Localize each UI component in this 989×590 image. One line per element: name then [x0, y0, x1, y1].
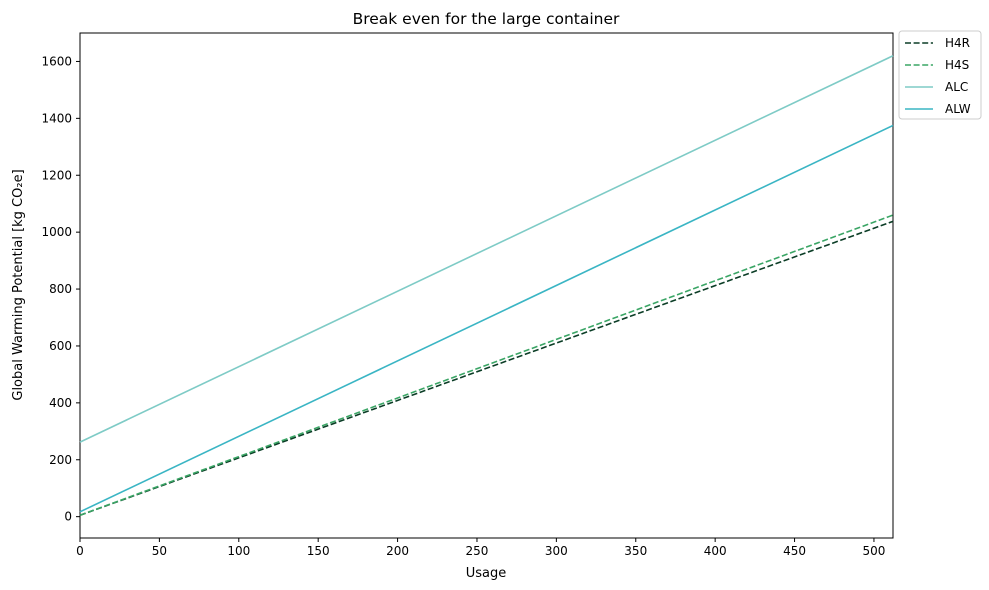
x-tick-label: 400	[704, 544, 727, 558]
y-tick-label: 800	[49, 282, 72, 296]
series-line-h4r	[79, 220, 894, 516]
x-tick-label: 350	[624, 544, 647, 558]
series-line-alw	[79, 124, 894, 513]
x-tick-label: 150	[307, 544, 330, 558]
x-tick-label: 300	[545, 544, 568, 558]
y-tick-label: 0	[64, 510, 72, 524]
y-tick-label: 600	[49, 339, 72, 353]
legend-frame	[898, 30, 982, 120]
x-tick-label: 100	[227, 544, 250, 558]
y-tick-label: 400	[49, 396, 72, 410]
y-tick-label: 1000	[41, 225, 72, 239]
x-tick-label: 200	[386, 544, 409, 558]
x-tick-label: 450	[783, 544, 806, 558]
x-tick-label: 500	[862, 544, 885, 558]
x-tick-label: 50	[152, 544, 167, 558]
plot-area	[79, 32, 894, 539]
legend-label-alc: ALC	[945, 80, 968, 94]
y-tick-label: 200	[49, 453, 72, 467]
series-layer	[79, 55, 894, 516]
y-axis-label: Global Warming Potential [kg CO₂e]	[11, 169, 26, 400]
y-tick-label: 1200	[41, 168, 72, 182]
y-tick-label: 1400	[41, 111, 72, 125]
series-line-alc	[79, 55, 894, 443]
legend-label-alw: ALW	[945, 102, 971, 116]
x-tick-label: 0	[76, 544, 84, 558]
plot-frame	[79, 32, 894, 539]
x-axis: 0 50 100 150 200 250 300 350 400 450 500	[76, 538, 885, 558]
legend-label-h4s: H4S	[945, 58, 969, 72]
legend-items: H4R H4S ALC ALW	[905, 36, 971, 116]
y-tick-label: 1600	[41, 54, 72, 68]
x-axis-label: Usage	[466, 566, 507, 581]
x-tick-label: 250	[466, 544, 489, 558]
legend-label-h4r: H4R	[945, 36, 970, 50]
legend: H4R H4S ALC ALW	[898, 30, 982, 120]
series-line-h4s	[79, 214, 894, 516]
y-axis: 0 200 400 600 800 1000 1200 1400 1600	[41, 54, 80, 524]
chart-title: Break even for the large container	[353, 10, 620, 28]
